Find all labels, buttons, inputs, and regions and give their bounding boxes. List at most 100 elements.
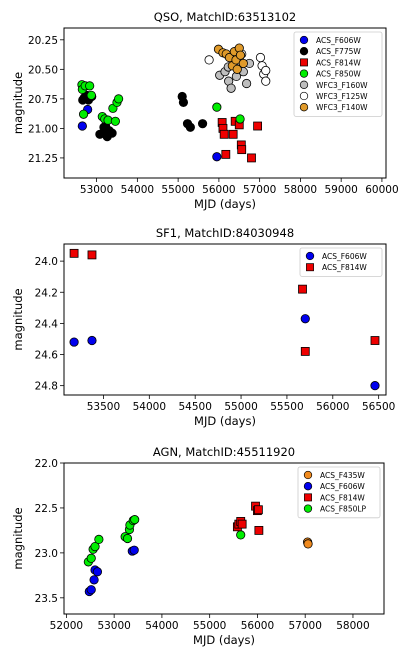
- y-tick-label: 21.00: [28, 123, 58, 135]
- y-axis-label: magnitude: [11, 288, 25, 350]
- data-point-acs-f606w: [92, 567, 103, 577]
- x-tick-label: 58000: [284, 184, 317, 196]
- points-layer: [83, 501, 313, 597]
- legend-box: [299, 247, 383, 277]
- legend: ACS_F606W ACS_F814W: [299, 247, 383, 277]
- data-point-acs-f814w: [370, 336, 380, 345]
- data-point-acs-f606w: [77, 121, 87, 131]
- x-tick-label: 57000: [288, 620, 321, 632]
- data-point-acs-f775w: [178, 97, 189, 108]
- data-point-acs-f606w: [370, 381, 380, 391]
- legend-marker: [303, 482, 313, 491]
- x-tick-label: 57000: [243, 184, 276, 196]
- legend-label: ACS_F814W: [316, 58, 361, 67]
- legend-label: ACS_F814W: [320, 493, 365, 502]
- y-tick-label: 21.25: [28, 153, 58, 165]
- legend-marker: [305, 251, 315, 261]
- x-tick-label: 54000: [133, 401, 166, 413]
- chart-panel-3: AGN, MatchID:45511920 52000 53000 54000 5500…: [11, 445, 385, 647]
- legend-marker: [299, 103, 309, 112]
- data-point-acs-f606w: [300, 314, 310, 324]
- plot-frame: [63, 462, 385, 615]
- data-point-acs-f850lp: [236, 530, 246, 540]
- points-layer: [77, 43, 271, 163]
- data-point-wfc3-f140w: [235, 50, 246, 60]
- y-axis-label: magnitude: [11, 507, 25, 569]
- legend-label: ACS_F814W: [322, 263, 367, 272]
- chart-panel-2: SF1, MatchID:84030948 53500 54000 54500 5500…: [11, 226, 395, 428]
- y-tick-label: 24.8: [35, 381, 58, 393]
- legend-marker: [299, 91, 309, 101]
- legend-marker: [299, 80, 309, 89]
- legend-marker: [303, 470, 313, 480]
- data-point-acs-f606w: [212, 152, 222, 162]
- legend-marker: [306, 263, 314, 272]
- data-point-wfc3-f140w: [232, 64, 242, 74]
- x-tick-label: 55000: [193, 620, 226, 632]
- y-tick-label: 24.0: [35, 256, 58, 268]
- y-tick-label: 20.50: [28, 64, 58, 76]
- x-tick-label: 55000: [224, 401, 257, 413]
- data-point-acs-f814w: [253, 121, 263, 131]
- data-point-acs-f814w: [219, 129, 229, 139]
- chart-title: SF1, MatchID:84030948: [156, 226, 294, 240]
- plot-frame: [63, 243, 387, 396]
- legend-marker: [303, 504, 313, 513]
- legend-marker: [299, 69, 309, 78]
- x-tick-label: 58000: [336, 620, 369, 632]
- x-tick-label: 52000: [50, 620, 83, 632]
- data-point-wfc3-f160w: [242, 78, 252, 89]
- y-tick-label: 23.0: [35, 548, 58, 560]
- legend-marker: [300, 58, 308, 67]
- data-point-acs-f850w: [235, 114, 245, 124]
- legend-label: ACS_F775W: [316, 47, 361, 56]
- data-point-acs-f606w: [86, 585, 96, 595]
- y-tick-label: 23.5: [35, 593, 58, 605]
- legend-box: [293, 31, 383, 117]
- data-point-acs-f814w: [221, 149, 231, 159]
- chart-title: AGN, MatchID:45511920: [153, 445, 295, 459]
- legend-label: ACS_F606W: [316, 36, 361, 45]
- data-point-acs-f814w: [87, 250, 97, 260]
- data-point-acs-f850w: [78, 109, 89, 119]
- data-point-wfc3-f125w: [204, 55, 214, 65]
- data-point-wfc3-f125w: [261, 76, 271, 86]
- x-tick-label: 56000: [202, 184, 235, 196]
- data-point-acs-f814w: [237, 519, 247, 529]
- legend-label: ACS_F850LP: [320, 505, 367, 514]
- data-point-acs-f435w: [303, 539, 313, 549]
- x-tick-label: 55000: [161, 184, 194, 196]
- y-tick-label: 24.2: [35, 287, 58, 299]
- data-point-acs-f606w: [129, 545, 139, 555]
- x-axis-label: MJD (days): [194, 197, 256, 211]
- data-point-acs-f850lp: [94, 534, 104, 544]
- legend-marker: [299, 35, 309, 45]
- legend-label: WFC3_F140W: [316, 103, 368, 112]
- data-point-acs-f850w: [114, 94, 124, 104]
- y-axis-label: magnitude: [11, 72, 25, 134]
- data-point-wfc3-f125w: [261, 65, 271, 76]
- y-tick-label: 24.6: [35, 350, 59, 362]
- plot-frame: [63, 27, 387, 179]
- y-tick-label: 20.75: [28, 94, 58, 106]
- data-point-acs-f850lp: [130, 515, 140, 525]
- legend-marker: [304, 493, 312, 502]
- data-point-acs-f850lp: [122, 533, 133, 544]
- x-axis-label: MJD (days): [194, 414, 256, 428]
- x-tick-label: 60000: [365, 184, 398, 196]
- data-point-acs-f775w: [185, 122, 195, 132]
- legend: ACS_F435W ACS_F606W ACS_F814W ACS_F850LP: [297, 466, 381, 519]
- data-point-acs-f606w: [87, 335, 97, 346]
- chart-panel-1: QSO, MatchID:63513102 53000 54000 55000 5600…: [11, 10, 399, 211]
- x-tick-label: 54500: [178, 401, 211, 413]
- legend-label: WFC3_F160W: [316, 81, 368, 90]
- legend: ACS_F606W ACS_F775W ACS_F814W ACS_F850W WFC3…: [293, 31, 383, 117]
- data-point-acs-f814w: [237, 145, 247, 155]
- x-tick-label: 56000: [241, 620, 274, 632]
- x-tick-label: 54000: [121, 184, 154, 196]
- x-tick-label: 55500: [270, 401, 303, 413]
- y-tick-label: 20.25: [28, 35, 58, 47]
- data-point-acs-f814w: [298, 284, 307, 294]
- data-point-acs-f814w: [228, 129, 238, 139]
